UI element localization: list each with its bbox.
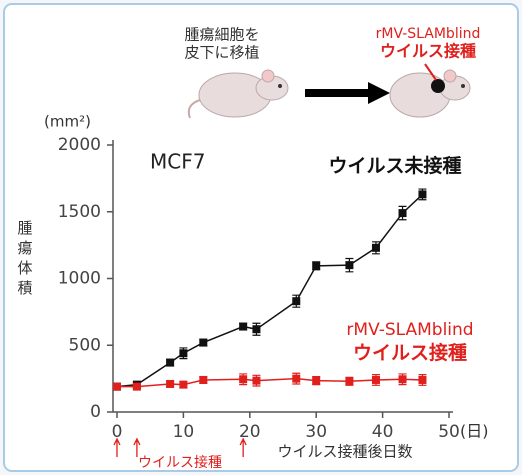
- frame: [4, 4, 518, 471]
- marker: [166, 359, 174, 367]
- x-tick-label: 30: [305, 422, 327, 442]
- marker: [399, 209, 407, 217]
- marker: [292, 297, 300, 305]
- x-tick-label: 10: [173, 422, 195, 442]
- injection-label: ウイルス接種: [138, 454, 222, 471]
- y-tick-label: 2000: [58, 135, 101, 155]
- step2-line2: ウイルス接種: [380, 42, 476, 61]
- marker: [199, 339, 207, 347]
- marker: [133, 383, 141, 391]
- x-tick-label: 40: [372, 422, 394, 442]
- x-unit: (日): [460, 422, 489, 441]
- legend-line: ウイルス接種: [353, 342, 467, 364]
- page: {"illustration": {"step1": ["腫瘍細胞を", "皮下…: [0, 0, 522, 475]
- y-label-char: 腫: [17, 219, 32, 237]
- marker: [166, 380, 174, 388]
- y-tick-label: 500: [69, 335, 101, 355]
- legend-line: rMV-SLAMblind: [346, 320, 473, 340]
- marker: [239, 323, 247, 331]
- marker: [199, 376, 207, 384]
- marker: [312, 262, 320, 270]
- legend-line: ウイルス未接種: [328, 154, 461, 177]
- y-label-char: 積: [17, 279, 32, 297]
- marker: [399, 375, 407, 383]
- marker: [312, 377, 320, 385]
- marker: [179, 381, 187, 389]
- marker: [252, 377, 260, 385]
- marker: [113, 383, 121, 391]
- y-unit: (mm²): [44, 113, 91, 131]
- x-label: ウイルス接種後日数: [277, 443, 412, 461]
- marker: [292, 375, 300, 383]
- marker: [418, 190, 426, 198]
- y-label-char: 瘍: [17, 239, 32, 257]
- chart-title: MCF7: [150, 150, 205, 174]
- legend-label: ウイルス未接種: [328, 154, 461, 177]
- x-tick-label: 50: [438, 422, 460, 442]
- marker: [418, 376, 426, 384]
- marker: [252, 325, 260, 333]
- y-tick-label: 1500: [58, 202, 101, 222]
- x-tick-label: 20: [239, 422, 261, 442]
- step1-line2: 皮下に移植: [184, 44, 259, 62]
- step2-line1: rMV-SLAMblind: [376, 26, 481, 42]
- marker: [372, 244, 380, 252]
- chart: 腫瘍細胞を 皮下に移植 rMV-SLAMblind ウイルス接種 (mm²) M…: [0, 0, 522, 475]
- y-tick-label: 1000: [58, 269, 101, 289]
- marker: [239, 375, 247, 383]
- marker: [372, 376, 380, 384]
- marker: [345, 377, 353, 385]
- y-label-char: 体: [17, 259, 32, 277]
- step1-line1: 腫瘍細胞を: [184, 26, 259, 44]
- y-tick-label: 0: [90, 402, 101, 422]
- marker: [345, 261, 353, 269]
- marker: [179, 349, 187, 357]
